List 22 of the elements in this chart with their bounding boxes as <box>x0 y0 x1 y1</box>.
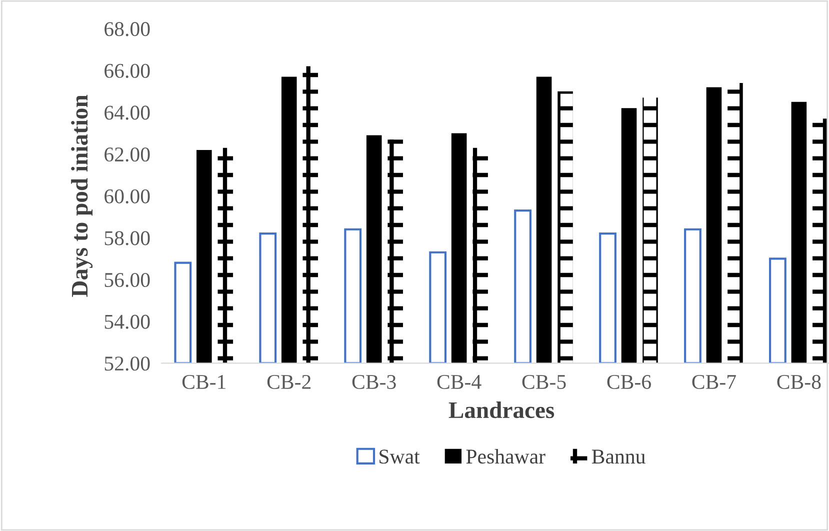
y-tick-label: 66.00 <box>104 64 150 78</box>
y-tick-label: 64.00 <box>104 106 150 120</box>
y-tick-label: 54.00 <box>104 314 150 329</box>
x-tick-label: CB-7 <box>692 374 736 389</box>
x-tick-label: CB-3 <box>352 374 396 389</box>
x-tick-label: CB-5 <box>522 374 566 389</box>
legend-label: Swat <box>380 450 420 464</box>
x-tick-label: CB-8 <box>777 374 821 389</box>
y-tick-label: 68.00 <box>104 22 150 36</box>
x-tick-label: CB-6 <box>607 374 651 389</box>
legend-label: Peshawar <box>466 448 546 464</box>
y-tick-label: 56.00 <box>104 272 150 288</box>
y-tick-label: 58.00 <box>104 231 150 246</box>
x-axis-title: Landraces <box>448 402 554 418</box>
y-tick-label: 52.00 <box>104 356 150 371</box>
legend-label: Bannu <box>592 450 646 464</box>
x-tick-label: CB-1 <box>182 374 226 389</box>
y-axis-title: Days to pod iniation <box>71 94 93 297</box>
y-tick-label: 60.00 <box>104 189 150 204</box>
y-tick-label: 62.00 <box>104 147 150 162</box>
x-tick-label: CB-4 <box>437 374 482 389</box>
x-tick-label: CB-2 <box>267 374 311 389</box>
